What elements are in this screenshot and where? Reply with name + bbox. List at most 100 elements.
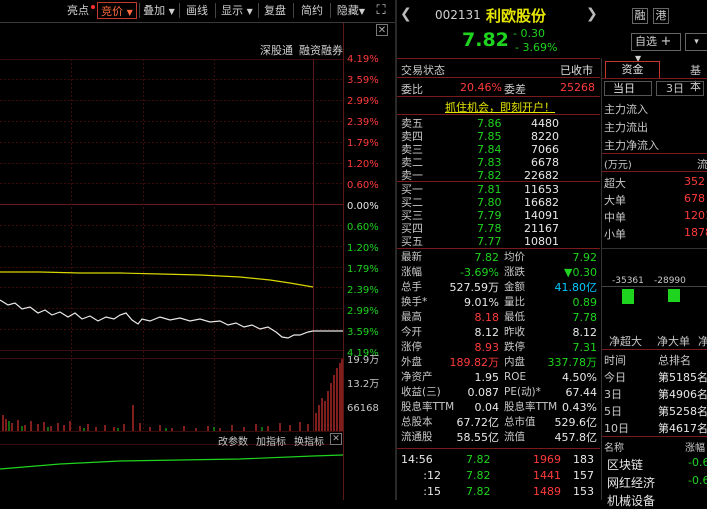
stat-value: 67.72亿: [456, 416, 500, 429]
sector-change: -0.6: [688, 456, 707, 469]
divider-line: [602, 248, 707, 249]
divider-line: [397, 77, 600, 78]
bid-price: 7.78: [477, 222, 502, 235]
ask-price: 7.86: [477, 117, 502, 130]
notification-dot: [91, 5, 95, 9]
ask-price: 7.83: [477, 156, 502, 169]
panel-divider: [395, 0, 397, 500]
add-watchlist-button[interactable]: 自选 + ▼: [631, 33, 681, 63]
toolbar-separator: [258, 3, 259, 18]
stat-label: 涨停: [401, 341, 422, 353]
stat-row: 股息率TTM 0.04 股息率TTM 0.43%: [401, 401, 597, 414]
tick-row[interactable]: :15 7.82 1489 153: [401, 485, 596, 498]
back-arrow-icon[interactable]: ❮: [400, 6, 412, 22]
intraday-chart[interactable]: [0, 23, 396, 500]
bid-price: 7.77: [477, 235, 502, 248]
stat-value: 0.04: [474, 401, 500, 414]
tick-volume: 1441: [533, 469, 561, 482]
ask-volume: 7066: [531, 143, 559, 156]
bid-volume: 14091: [524, 209, 559, 222]
toolbar-hide-button[interactable]: 隐藏▼: [333, 2, 369, 19]
order-size-label: 大单: [604, 194, 626, 207]
percent-axis-label: 0.00%: [347, 201, 379, 212]
sector-row[interactable]: 区块链 -0.6: [604, 456, 707, 472]
margin-trading-link[interactable]: 融资融券: [299, 44, 343, 57]
trading-status-value: 已收市: [560, 64, 593, 77]
more-button[interactable]: ▾: [685, 33, 707, 51]
volume-bars: [2, 359, 343, 431]
toolbar-replay-button[interactable]: 复盘: [264, 4, 286, 17]
divider-line: [397, 58, 600, 59]
order-ratio-value: 20.46%: [460, 81, 502, 94]
edit-params-button[interactable]: 改参数: [218, 437, 248, 448]
stat-row: 净资产 1.95 ROE 4.50%: [401, 371, 597, 384]
unit-label: (万元): [604, 160, 632, 171]
switch-indicator-button[interactable]: 换指标: [294, 437, 324, 448]
tab-basics[interactable]: 基本: [690, 64, 701, 93]
divider-line: [602, 78, 707, 79]
rank-value: 第5185名: [658, 371, 707, 384]
tick-row[interactable]: :12 7.82 1441 157: [401, 469, 596, 482]
stat-label: 涨跌: [504, 266, 525, 278]
stat-value: 8.93: [474, 341, 500, 354]
sector-row[interactable]: 网红经济 -0.6: [604, 474, 707, 490]
shenzhen-connect-link[interactable]: 深股通: [260, 44, 293, 57]
volume-bars-green: [8, 421, 263, 431]
dropdown-caret-icon: ▼: [358, 7, 366, 16]
tick-row[interactable]: 14:56 7.82 1969 183: [401, 453, 596, 466]
margin-badge[interactable]: 融: [632, 8, 648, 24]
stat-label: PE(动)*: [504, 386, 541, 398]
period-3day[interactable]: 3日: [656, 81, 704, 96]
ask-price: 7.85: [477, 130, 502, 143]
tab-capital[interactable]: 资金: [605, 61, 660, 78]
rank-time: 5日: [604, 405, 622, 418]
tick-price: 7.82: [466, 485, 491, 498]
fullscreen-icon[interactable]: ⛶: [376, 3, 386, 18]
sector-change: -0.6: [688, 474, 707, 487]
toolbar-separator: [179, 3, 180, 18]
tick-count: 183: [573, 453, 594, 466]
bid-price: 7.80: [477, 196, 502, 209]
hk-connect-badge[interactable]: 港: [653, 8, 669, 24]
bid-price: 7.79: [477, 209, 502, 222]
order-size-value: 352: [684, 175, 705, 188]
bid-level-row: 买一 7.81 11653: [401, 183, 596, 196]
stat-label: 股息率TTM: [401, 401, 455, 413]
bid-volume: 10801: [524, 235, 559, 248]
stat-label: 均价: [504, 251, 525, 263]
indicator-close-icon[interactable]: ✕: [330, 433, 342, 445]
sector-name-header: 名称: [604, 443, 624, 454]
stat-value: 8.18: [474, 311, 500, 324]
stat-label: 最高: [401, 311, 422, 323]
stat-row: 换手* 9.01% 量比 0.89: [401, 296, 597, 309]
bid-volume: 16682: [524, 196, 559, 209]
stat-row: 涨幅 -3.69% 涨跌 ▼0.30: [401, 266, 597, 279]
ask-level-row: 卖一 7.82 22682: [401, 169, 596, 182]
stat-value: 1.95: [474, 371, 500, 384]
last-price: 7.82: [462, 29, 509, 51]
toolbar-draw-button[interactable]: 画线: [186, 4, 208, 17]
toolbar-overlay-button[interactable]: 叠加 ▼: [141, 2, 177, 19]
toolbar-auction-button[interactable]: 竞价 ▼: [97, 2, 137, 19]
chart-close-icon[interactable]: ✕: [376, 24, 388, 36]
forward-arrow-icon[interactable]: ❯: [586, 6, 598, 22]
price-change-pct: - 3.69%: [515, 41, 558, 54]
toolbar-highlight-button[interactable]: 亮点: [67, 4, 89, 17]
divider-line: [602, 436, 707, 437]
percent-axis-label: 0.60%: [347, 222, 379, 233]
period-today[interactable]: 当日: [604, 81, 652, 96]
sector-row[interactable]: 机械设备: [604, 492, 707, 508]
toolbar-simple-button[interactable]: 简约: [301, 4, 323, 17]
rank-row: 10日 第4617名: [604, 420, 707, 435]
percent-axis-label: 2.99%: [347, 306, 379, 317]
stat-value: 4.50%: [562, 371, 597, 384]
ask-level-label: 卖二: [401, 156, 423, 169]
bid-level-label: 买二: [401, 196, 423, 209]
open-account-promo-link[interactable]: 抓住机会，即刻开户！: [445, 101, 555, 114]
percent-axis-label: 2.39%: [347, 285, 379, 296]
add-indicator-button[interactable]: 加指标: [256, 437, 286, 448]
toolbar-display-button[interactable]: 显示 ▼: [218, 2, 256, 19]
rank-row: 5日 第5258名: [604, 403, 707, 418]
dropdown-caret-icon: ▼: [168, 7, 175, 16]
ask-price: 7.84: [477, 143, 502, 156]
